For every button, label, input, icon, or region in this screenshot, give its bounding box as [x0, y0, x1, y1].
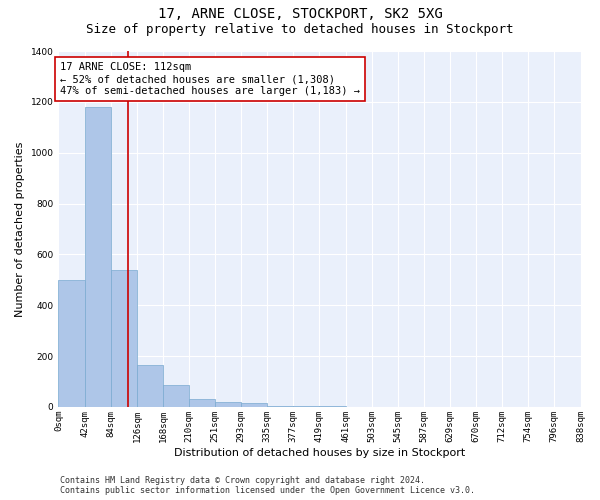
Text: Size of property relative to detached houses in Stockport: Size of property relative to detached ho… — [86, 22, 514, 36]
Bar — [58, 280, 85, 407]
Bar — [267, 406, 293, 407]
Bar — [319, 406, 346, 407]
Bar — [85, 107, 111, 407]
Bar — [241, 403, 267, 407]
Text: Contains HM Land Registry data © Crown copyright and database right 2024.
Contai: Contains HM Land Registry data © Crown c… — [60, 476, 475, 495]
Bar — [137, 365, 163, 407]
Bar — [189, 400, 215, 407]
Y-axis label: Number of detached properties: Number of detached properties — [15, 142, 25, 316]
Bar — [293, 406, 319, 407]
Bar — [163, 386, 189, 407]
Bar — [215, 402, 241, 407]
Text: 17, ARNE CLOSE, STOCKPORT, SK2 5XG: 17, ARNE CLOSE, STOCKPORT, SK2 5XG — [158, 8, 442, 22]
X-axis label: Distribution of detached houses by size in Stockport: Distribution of detached houses by size … — [174, 448, 465, 458]
Bar — [111, 270, 137, 407]
Text: 17 ARNE CLOSE: 112sqm
← 52% of detached houses are smaller (1,308)
47% of semi-d: 17 ARNE CLOSE: 112sqm ← 52% of detached … — [60, 62, 360, 96]
